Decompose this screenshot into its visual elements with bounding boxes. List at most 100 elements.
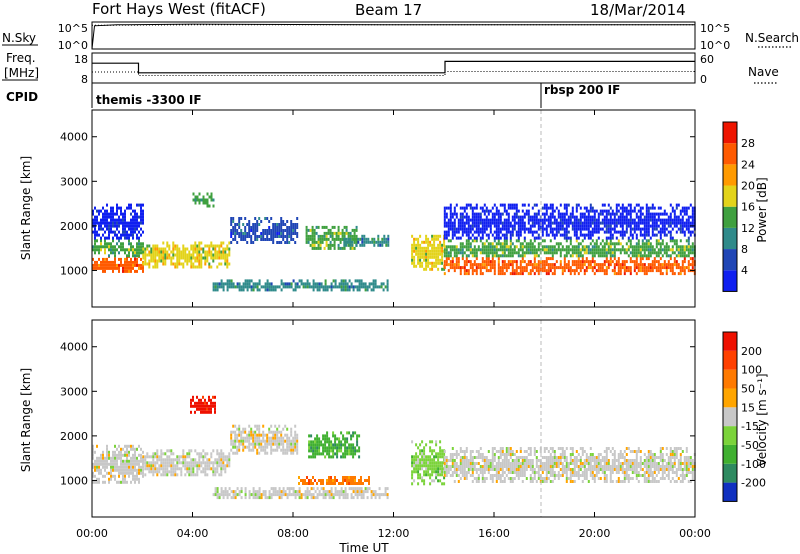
- echo-cell: [691, 221, 694, 225]
- echo-cell: [491, 266, 494, 270]
- echo-cell: [675, 239, 678, 243]
- echo-cell: [160, 464, 163, 468]
- echo-cell: [499, 212, 502, 216]
- echo-cell: [535, 269, 538, 273]
- echo-cell: [545, 251, 548, 255]
- echo-cell: [627, 224, 630, 228]
- echo-cell: [573, 269, 576, 273]
- echo-cell: [499, 215, 502, 219]
- echo-cell: [465, 227, 468, 231]
- echo-cell: [186, 256, 189, 260]
- echo-cell: [505, 245, 508, 249]
- echo-cell: [505, 242, 508, 246]
- echo-cell: [118, 444, 120, 448]
- echo-cell: [649, 266, 652, 270]
- echo-cell: [591, 206, 594, 210]
- echo-cell: [555, 224, 558, 228]
- echo-cell: [356, 490, 359, 494]
- colorbar-frame: [722, 121, 738, 292]
- echo-cell: [565, 266, 568, 270]
- echo-cell: [112, 474, 114, 478]
- echo-cell: [601, 227, 604, 231]
- echo-cell: [246, 235, 249, 238]
- echo-cell: [190, 398, 192, 402]
- echo-cell: [425, 258, 428, 262]
- echo-cell: [256, 451, 259, 455]
- echo-cell: [537, 242, 540, 246]
- echo-cell: [314, 490, 317, 494]
- echo-cell: [469, 224, 472, 228]
- echo-cell: [499, 245, 502, 249]
- echo-cell: [503, 203, 506, 207]
- echo-cell: [421, 249, 424, 253]
- echo-cell: [266, 232, 269, 235]
- echo-cell: [358, 285, 361, 289]
- echo-cell: [679, 239, 682, 243]
- echo-cell: [453, 269, 456, 273]
- echo-cell: [140, 227, 142, 231]
- echo-cell: [535, 251, 538, 255]
- echo-cell: [126, 230, 128, 234]
- echo-cell: [212, 198, 215, 202]
- echo-cell: [465, 221, 468, 225]
- echo-cell: [573, 221, 576, 225]
- echo-cell: [240, 235, 243, 238]
- echo-cell: [240, 436, 243, 440]
- echo-cell: [278, 285, 281, 289]
- echo-cell: [455, 212, 458, 216]
- echo-cell: [306, 482, 308, 485]
- echo-cell: [517, 251, 520, 255]
- echo-cell: [242, 232, 245, 235]
- echo-cell: [477, 462, 480, 465]
- echo-cell: [220, 461, 223, 465]
- echo-cell: [469, 242, 472, 246]
- echo-cell: [559, 266, 562, 270]
- echo-cell: [513, 227, 516, 231]
- echo-cell: [100, 462, 102, 466]
- echo-cell: [653, 251, 656, 255]
- echo-cell: [228, 253, 231, 257]
- echo-cell: [92, 209, 94, 213]
- echo-cell: [545, 224, 548, 228]
- echo-cell: [445, 215, 448, 219]
- echo-cell: [489, 224, 492, 228]
- echo-cell: [483, 221, 486, 225]
- echo-cell: [278, 223, 281, 226]
- echo-cell: [202, 201, 205, 205]
- echo-cell: [443, 206, 446, 210]
- echo-cell: [621, 206, 624, 210]
- echo-cell: [459, 459, 462, 462]
- echo-cell: [322, 449, 325, 453]
- echo-cell: [353, 231, 356, 235]
- echo-cell: [569, 212, 572, 216]
- echo-cell: [501, 233, 504, 237]
- echo-cell: [445, 462, 448, 465]
- echo-cell: [374, 493, 377, 497]
- echo-cell: [108, 254, 110, 258]
- echo-cell: [481, 272, 484, 276]
- echo-cell: [649, 248, 652, 252]
- echo-cell: [499, 248, 502, 252]
- echo-cell: [224, 487, 227, 491]
- echo-cell: [248, 430, 251, 434]
- echo-cell: [477, 218, 480, 222]
- echo-cell: [210, 253, 213, 257]
- echo-cell: [132, 266, 134, 270]
- echo-cell: [218, 496, 221, 500]
- echo-cell: [334, 482, 336, 485]
- echo-cell: [140, 456, 142, 460]
- echo-cell: [603, 269, 606, 273]
- echo-cell: [503, 218, 506, 222]
- echo-cell: [210, 401, 212, 405]
- echo-cell: [238, 445, 241, 449]
- echo-cell: [102, 269, 104, 273]
- echo-cell: [240, 487, 243, 491]
- echo-cell: [459, 212, 462, 216]
- echo-cell: [344, 496, 347, 500]
- echo-cell: [511, 272, 514, 276]
- echo-cell: [649, 212, 652, 216]
- echo-cell: [443, 459, 446, 462]
- echo-cell: [326, 446, 329, 450]
- echo-cell: [613, 242, 616, 246]
- echo-cell: [447, 468, 450, 471]
